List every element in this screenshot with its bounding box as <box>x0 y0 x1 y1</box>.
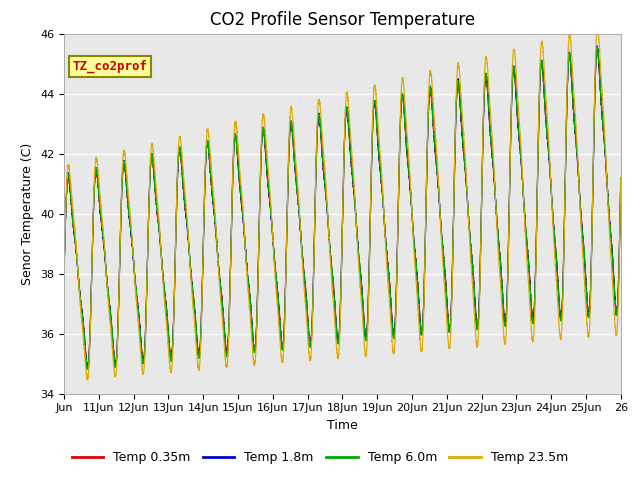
Temp 1.8m <box>231 131 239 136</box>
Temp 1.8m <box>84 365 92 371</box>
Temp 0.35m <box>79 323 87 329</box>
Temp 1.8m <box>79 325 87 331</box>
Temp 23.5m <box>617 175 625 181</box>
Y-axis label: Senor Temperature (C): Senor Temperature (C) <box>22 143 35 285</box>
Temp 0.35m <box>617 176 625 181</box>
Temp 1.8m <box>593 43 601 49</box>
Temp 23.5m <box>60 271 68 276</box>
Line: Temp 1.8m: Temp 1.8m <box>64 46 621 368</box>
Temp 23.5m <box>310 263 317 268</box>
Temp 23.5m <box>79 337 87 343</box>
Temp 0.35m <box>593 45 601 50</box>
Temp 1.8m <box>478 167 486 173</box>
Temp 23.5m <box>478 165 486 170</box>
Temp 6.0m <box>205 143 212 148</box>
Temp 6.0m <box>79 324 87 330</box>
Temp 6.0m <box>617 176 625 181</box>
Temp 0.35m <box>478 168 486 173</box>
Line: Temp 6.0m: Temp 6.0m <box>64 47 621 370</box>
Temp 0.35m <box>205 144 212 149</box>
Temp 6.0m <box>60 273 68 278</box>
Temp 23.5m <box>546 152 554 158</box>
Temp 6.0m <box>84 367 92 372</box>
Line: Temp 0.35m: Temp 0.35m <box>64 48 621 368</box>
Temp 23.5m <box>205 130 212 135</box>
Legend: Temp 0.35m, Temp 1.8m, Temp 6.0m, Temp 23.5m: Temp 0.35m, Temp 1.8m, Temp 6.0m, Temp 2… <box>67 446 573 469</box>
Temp 6.0m <box>546 162 554 168</box>
Temp 23.5m <box>593 24 601 30</box>
Temp 1.8m <box>546 160 554 166</box>
Temp 6.0m <box>593 44 601 50</box>
Temp 0.35m <box>310 258 317 264</box>
Text: TZ_co2prof: TZ_co2prof <box>72 60 147 73</box>
Temp 23.5m <box>84 377 92 383</box>
Line: Temp 23.5m: Temp 23.5m <box>64 27 621 380</box>
Temp 23.5m <box>231 120 239 126</box>
Temp 0.35m <box>546 161 554 167</box>
Temp 0.35m <box>60 270 68 276</box>
Temp 0.35m <box>84 365 92 371</box>
Temp 1.8m <box>205 143 212 148</box>
X-axis label: Time: Time <box>327 419 358 432</box>
Temp 1.8m <box>617 175 625 181</box>
Temp 1.8m <box>310 259 317 264</box>
Title: CO2 Profile Sensor Temperature: CO2 Profile Sensor Temperature <box>210 11 475 29</box>
Temp 6.0m <box>478 168 486 174</box>
Temp 1.8m <box>60 270 68 276</box>
Temp 6.0m <box>310 257 317 263</box>
Temp 0.35m <box>231 133 239 139</box>
Temp 6.0m <box>231 132 239 138</box>
